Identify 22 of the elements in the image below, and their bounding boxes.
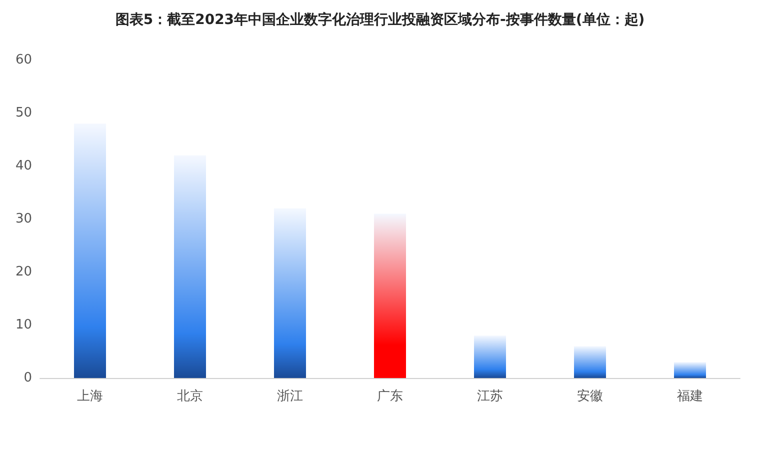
y-tick-label: 50	[15, 106, 32, 120]
y-tick-label: 10	[15, 318, 32, 332]
y-tick-label: 60	[15, 52, 32, 68]
x-tick-label: 上海	[77, 389, 103, 404]
x-tick-label: 浙江	[277, 389, 303, 404]
x-tick-label: 北京	[177, 389, 203, 404]
bar	[674, 362, 706, 378]
y-tick-label: 30	[15, 212, 32, 226]
bar	[574, 346, 606, 378]
bar	[474, 336, 506, 378]
x-tick-label: 安徽	[577, 388, 603, 404]
bar	[174, 155, 206, 378]
y-tick-label: 20	[15, 264, 32, 280]
bar	[374, 214, 406, 378]
y-tick-label: 40	[15, 158, 32, 174]
bar	[274, 208, 306, 378]
chart-title: 图表5：截至2023年中国企业数字化治理行业投融资区域分布-按事件数量(单位：起)	[115, 11, 645, 28]
x-tick-label: 福建	[677, 389, 703, 404]
x-tick-label: 江苏	[477, 389, 503, 404]
bar	[74, 124, 106, 378]
y-tick-label: 0	[24, 370, 32, 386]
x-tick-label: 广东	[377, 389, 403, 404]
